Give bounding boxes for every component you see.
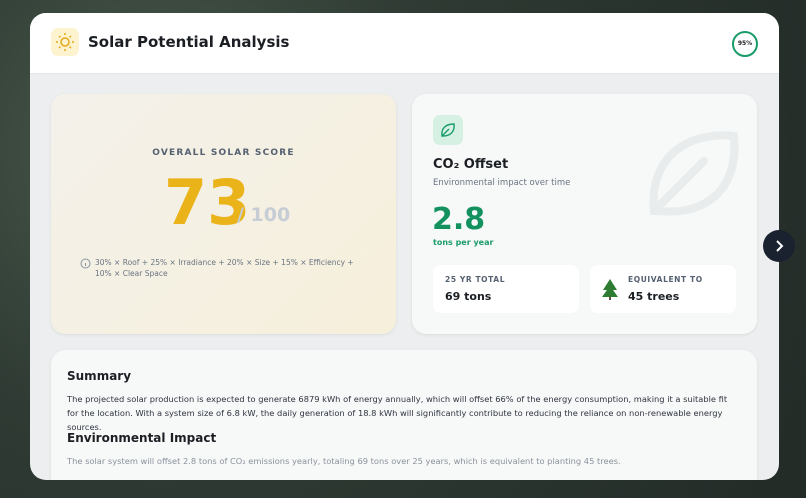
stat-trees: EQUIVALENT TO 45 trees xyxy=(590,265,736,313)
summary-card: Summary The projected solar production i… xyxy=(51,350,757,480)
leaf-icon xyxy=(433,115,463,145)
impact-text: The solar system will offset 2.8 tons of… xyxy=(67,456,621,466)
stat-total: 25 YR TOTAL 69 tons xyxy=(433,265,579,313)
co2-value: 2.8 xyxy=(432,202,486,237)
sun-svg xyxy=(56,33,74,51)
score-formula: 30% × Roof + 25% × Irradiance + 20% × Si… xyxy=(95,258,354,278)
score-value: 73 xyxy=(164,166,251,239)
stat-label: 25 YR TOTAL xyxy=(445,275,506,284)
chevron xyxy=(776,240,784,252)
co2-title: CO₂ Offset xyxy=(433,157,509,172)
co2-card: CO₂ Offset Environmental impact over tim… xyxy=(412,94,757,334)
modal: Solar Potential Analysis 95% OVERALL SOL… xyxy=(30,13,779,480)
sun-icon xyxy=(51,28,79,56)
leaf-svg xyxy=(441,123,455,137)
info-icon xyxy=(80,258,91,269)
title: Solar Potential Analysis xyxy=(88,33,290,51)
leaf-watermark xyxy=(649,131,739,216)
header: Solar Potential Analysis 95% xyxy=(30,13,779,74)
score-card: OVERALL SOLAR SCORE 73 / 100 30% × Roof … xyxy=(51,94,396,334)
summary-text: The projected solar production is expect… xyxy=(67,394,728,432)
score-label: OVERALL SOLAR SCORE xyxy=(152,148,295,158)
tree-icon xyxy=(602,279,618,300)
score-badge: 95% xyxy=(732,31,758,57)
impact-heading: Environmental Impact xyxy=(67,431,217,445)
stat-value: 69 tons xyxy=(445,290,492,303)
co2-unit: tons per year xyxy=(433,238,494,247)
stat-value: 45 trees xyxy=(628,290,680,303)
co2-subtitle: Environmental impact over time xyxy=(433,178,571,188)
score-max: / 100 xyxy=(237,204,291,226)
next-button[interactable] xyxy=(763,230,795,262)
stat-label: EQUIVALENT TO xyxy=(628,275,703,284)
summary-heading: Summary xyxy=(67,369,132,383)
